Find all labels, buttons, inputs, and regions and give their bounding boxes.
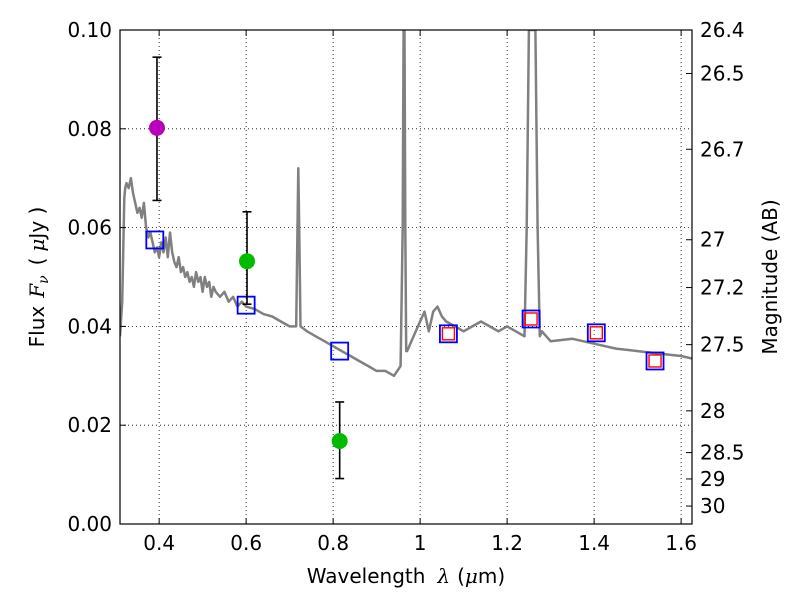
band-square-marker (236, 295, 256, 315)
x-tick-label: 1 (414, 531, 427, 555)
band-square-marker (521, 309, 541, 329)
magnitude-tick-label: 26.4 (700, 18, 745, 42)
data-point (148, 119, 165, 136)
markers (145, 56, 665, 480)
band-square-marker (145, 230, 165, 250)
x-tick-label: 1.2 (491, 531, 523, 555)
ticks: 0.4 0.6 0.8 1 1.2 1.4 1.6 0.00 0.02 0.04 0.06 0.08 0… (67, 18, 744, 555)
magnitude-tick-label: 26.7 (700, 137, 745, 161)
band-square-marker-inner (648, 354, 662, 368)
y-tick-label: 0.06 (67, 216, 112, 240)
magnitude-tick-label: 28.5 (700, 441, 745, 465)
x-tick-label: 0.6 (230, 531, 262, 555)
y-tick-label: 0.02 (67, 413, 112, 437)
y-tick-label: 0.04 (67, 314, 112, 338)
data-point (331, 433, 348, 450)
magnitude-tick-label: 27 (700, 228, 725, 252)
magnitude-tick-label: 30 (700, 494, 725, 518)
magnitude-tick-label: 28 (700, 399, 725, 423)
x-axis-label: Wavelength λ (μm) (307, 564, 505, 588)
x-tick-label: 0.8 (317, 531, 349, 555)
band-square-marker-inner (441, 327, 456, 341)
y-axis-label: FluxFν(μJy ) (25, 207, 52, 348)
band-square-marker-inner (524, 312, 538, 326)
plot-area (120, 30, 692, 378)
x-tick-label: 1.4 (578, 531, 610, 555)
band-square-marker (439, 324, 458, 344)
x-tick-label: 1.6 (665, 531, 697, 555)
band-square-marker-inner (589, 326, 604, 340)
data-point (239, 253, 256, 270)
magnitude-tick-label: 26.5 (700, 61, 745, 85)
y-tick-label: 0.10 (67, 18, 112, 42)
magnitude-tick-label: 27.2 (700, 276, 745, 300)
band-square-marker (586, 323, 606, 343)
band-square-marker (330, 341, 350, 361)
spectrum-line (120, 30, 692, 378)
y-tick-label: 0.08 (67, 117, 112, 141)
magnitude-tick-label: 27.5 (700, 333, 745, 357)
plot-frame (119, 29, 693, 525)
y-tick-label: 0.00 (67, 512, 112, 536)
x-tick-label: 0.4 (143, 531, 175, 555)
magnitude-axis-label: Magnitude (AB) (758, 199, 782, 354)
magnitude-tick-label: 29 (700, 467, 725, 491)
band-square-marker (645, 351, 665, 371)
